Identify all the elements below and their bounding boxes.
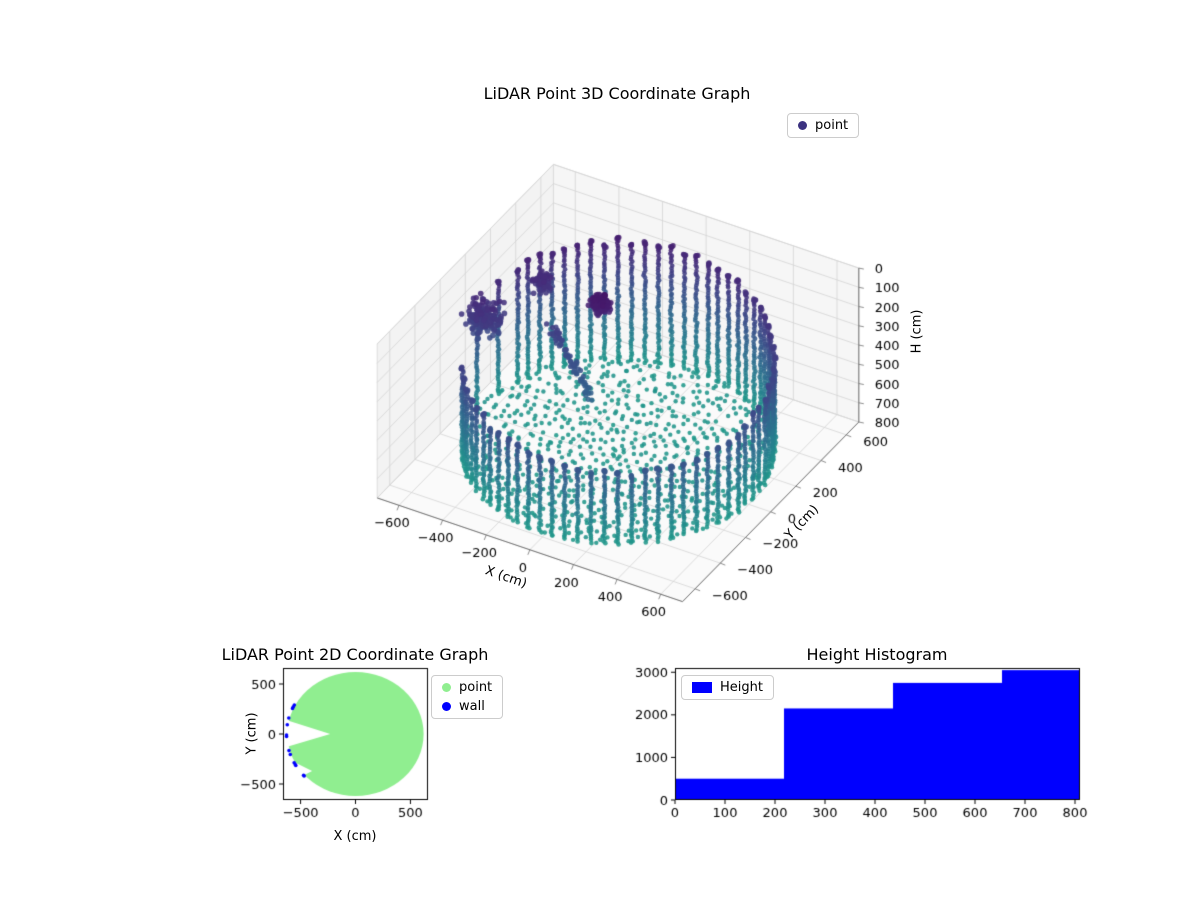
legend-entry-point: point xyxy=(798,118,848,133)
plot2d-ylabel: Y (cm) xyxy=(244,712,260,755)
plot3d-legend: point xyxy=(787,113,860,138)
legend-label-height: Height xyxy=(720,680,763,695)
legend-entry-wall: wall xyxy=(442,699,492,714)
plot3d-title: LiDAR Point 3D Coordinate Graph xyxy=(483,84,751,103)
plot2d-title: LiDAR Point 2D Coordinate Graph xyxy=(221,645,489,664)
plot2d-xlabel: X (cm) xyxy=(333,829,377,844)
legend-label-wall: wall xyxy=(459,699,485,714)
height-patch-icon xyxy=(692,682,712,693)
plot3d-hlabel: H (cm) xyxy=(909,309,925,354)
point-marker-icon xyxy=(798,121,807,130)
histogram-title: Height Histogram xyxy=(806,645,948,664)
wall-marker-icon xyxy=(442,702,451,711)
histogram-legend: Height xyxy=(681,675,774,700)
point-marker-icon xyxy=(442,683,451,692)
legend-entry-height: Height xyxy=(692,680,763,695)
legend-label-point: point xyxy=(815,118,849,133)
legend-entry-point: point xyxy=(442,680,492,695)
legend-label-point: point xyxy=(459,680,493,695)
plot2d-legend: point wall xyxy=(431,675,504,719)
